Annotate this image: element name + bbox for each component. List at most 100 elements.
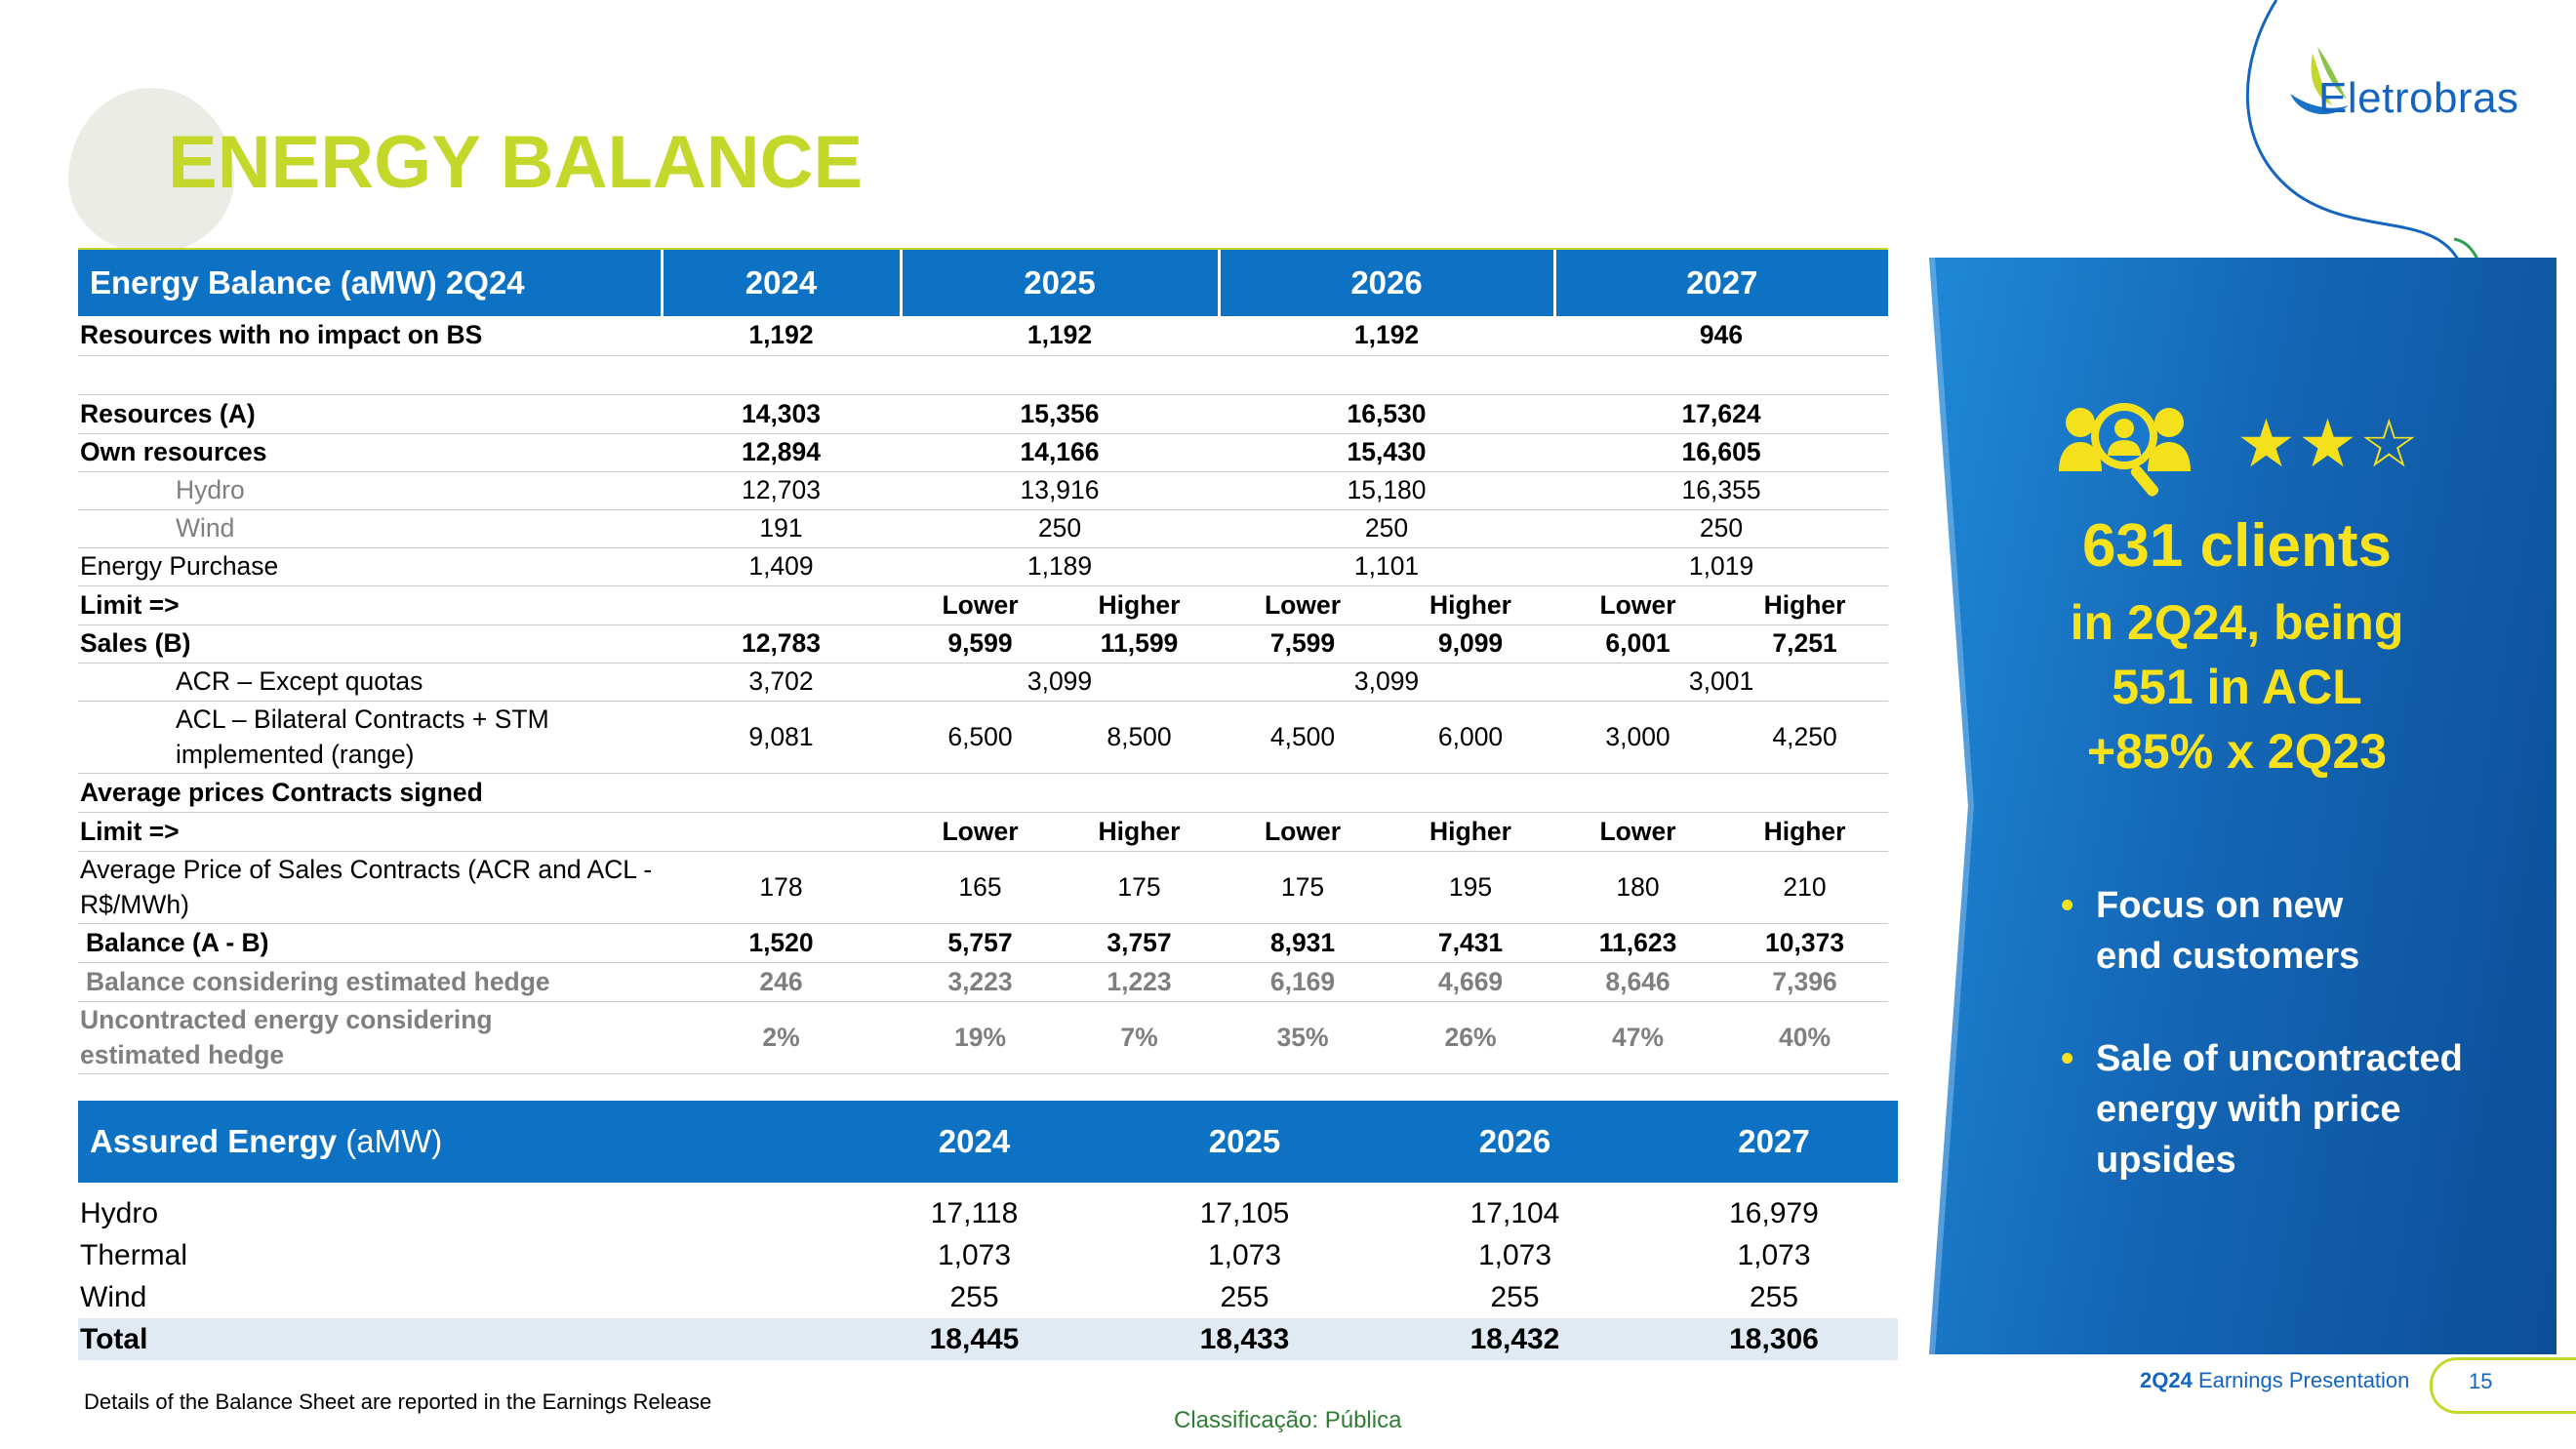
cell: 3,223 — [901, 962, 1060, 1002]
cell: 12,894 — [662, 433, 901, 472]
cell: 16,979 — [1729, 1196, 1819, 1229]
cell: 3,099 — [901, 663, 1220, 702]
cell: 12,703 — [662, 471, 901, 510]
cell: Higher — [1721, 812, 1889, 852]
cell: 40% — [1721, 1001, 1889, 1074]
table-row: Resources (A) 14,303 15,356 16,530 17,62… — [78, 394, 1889, 434]
cell: Higher — [1387, 585, 1555, 625]
cell: 8,931 — [1219, 923, 1388, 963]
cell: 210 — [1721, 851, 1889, 924]
cell: Higher — [1060, 812, 1220, 852]
cell: 17,105 — [1199, 1196, 1290, 1229]
cell: 9,599 — [901, 624, 1060, 664]
row-label: Own resources — [78, 433, 662, 472]
page-title: ENERGY BALANCE — [168, 121, 864, 204]
decorative-curve — [2246, 0, 2480, 293]
cell: 14,303 — [662, 394, 901, 434]
row-label: ACR – Except quotas — [78, 663, 662, 702]
bullet-text: upsides — [2096, 1140, 2236, 1181]
cell: 7,431 — [1387, 923, 1555, 963]
cell: 15,180 — [1219, 471, 1555, 510]
table-row: Thermal 1,073 1,073 1,073 1,073 — [78, 1234, 1898, 1276]
cell: Lower — [901, 585, 1060, 625]
clients-detail: in 2Q24, being — [2070, 595, 2404, 650]
cell: 1,192 — [901, 316, 1220, 356]
year-header: 2025 — [1109, 1101, 1380, 1183]
clients-count: 631 clients — [2081, 512, 2393, 580]
cell: 195 — [1387, 851, 1555, 924]
footer-label-text: Earnings Presentation — [2192, 1368, 2410, 1392]
table-row: Limit => Lower Higher Lower Higher Lower… — [78, 812, 1889, 852]
table-row: Own resources 12,894 14,166 15,430 16,60… — [78, 433, 1889, 472]
cell: 19% — [901, 1001, 1060, 1074]
cell: 250 — [901, 509, 1220, 548]
cell: 17,118 — [930, 1196, 1019, 1229]
cell: 18,433 — [1109, 1318, 1380, 1360]
table-row: Wind 255 255 255 255 — [78, 1276, 1898, 1318]
table-row: ACR – Except quotas 3,702 3,099 3,099 3,… — [78, 663, 1889, 702]
cell: 8,646 — [1554, 962, 1722, 1002]
row-label: Total — [78, 1318, 839, 1360]
table-row: Average prices Contracts signed — [78, 773, 1889, 813]
row-label: Thermal — [80, 1238, 188, 1271]
table-header-row: Energy Balance (aMW) 2Q24 2024 2025 2026… — [78, 250, 1889, 316]
year-header: 2026 — [1380, 1101, 1650, 1183]
row-label: Balance (A - B) — [78, 923, 662, 963]
footer-label-period: 2Q24 — [2140, 1368, 2193, 1392]
rating-stars: ★★☆ — [2236, 407, 2421, 481]
row-label: Average Price of Sales Contracts (ACR an… — [78, 851, 662, 924]
cell: 255 — [1749, 1280, 1799, 1313]
cell: 1,223 — [1060, 962, 1220, 1002]
cell: 11,623 — [1554, 923, 1722, 963]
cell: 6,169 — [1219, 962, 1388, 1002]
cell: 47% — [1554, 1001, 1722, 1074]
cell: 175 — [1060, 851, 1220, 924]
cell: 165 — [901, 851, 1060, 924]
cell: 250 — [1554, 509, 1889, 548]
cell: Lower — [1554, 812, 1722, 852]
row-label: Hydro — [80, 1196, 159, 1229]
cell: 3,099 — [1219, 663, 1555, 702]
row-label: Sales (B) — [78, 624, 662, 664]
page-number: 15 — [2469, 1369, 2493, 1393]
cell: 16,355 — [1554, 471, 1889, 510]
cell: 1,192 — [1219, 316, 1555, 356]
table-row: Average Price of Sales Contracts (ACR an… — [78, 851, 1889, 924]
assured-energy-table: Assured Energy (aMW) 2024 2025 2026 2027… — [78, 1101, 1898, 1360]
section-label: Average prices Contracts signed — [78, 773, 1889, 813]
cell: 10,373 — [1721, 923, 1889, 963]
cell: 15,356 — [901, 394, 1220, 434]
row-label: Resources (A) — [78, 394, 662, 434]
cell: Higher — [1060, 585, 1220, 625]
bullet-text: Focus on new — [2096, 885, 2344, 926]
cell: Lower — [1219, 812, 1388, 852]
assured-title: Assured Energy — [90, 1123, 338, 1159]
decorative-shape — [68, 88, 234, 254]
bullet-text: energy with price — [2096, 1089, 2401, 1130]
table-row: Resources with no impact on BS 1,192 1,1… — [78, 316, 1889, 356]
table-row: Hydro 17,118 17,105 17,104 16,979 — [78, 1192, 1898, 1234]
table-row: Limit => Lower Higher Lower Higher Lower… — [78, 585, 1889, 625]
cell: Lower — [1219, 585, 1388, 625]
cell: 18,445 — [839, 1318, 1109, 1360]
cell: 2% — [662, 1001, 901, 1074]
table-row: Balance (A - B) 1,520 5,757 3,757 8,931 … — [78, 923, 1889, 963]
year-header: 2027 — [1650, 1101, 1898, 1183]
cell: 6,000 — [1387, 701, 1555, 774]
cell: 9,081 — [662, 701, 901, 774]
cell: 1,101 — [1219, 547, 1555, 586]
cell: Higher — [1387, 812, 1555, 852]
cell: 7,251 — [1721, 624, 1889, 664]
table-row: Hydro 12,703 13,916 15,180 16,355 — [78, 471, 1889, 510]
cell: 8,500 — [1060, 701, 1220, 774]
year-header: 2027 — [1552, 250, 1889, 316]
row-label: Energy Purchase — [78, 547, 662, 586]
cell: 1,189 — [901, 547, 1220, 586]
bullet-marker: • — [2061, 1038, 2074, 1079]
cell: 180 — [1554, 851, 1722, 924]
energy-balance-table: Energy Balance (aMW) 2Q24 2024 2025 2026… — [78, 250, 1889, 1074]
bullet-marker: • — [2061, 885, 2074, 926]
cell: 6,500 — [901, 701, 1060, 774]
bullet-text: end customers — [2096, 936, 2360, 977]
cell: 7,396 — [1721, 962, 1889, 1002]
